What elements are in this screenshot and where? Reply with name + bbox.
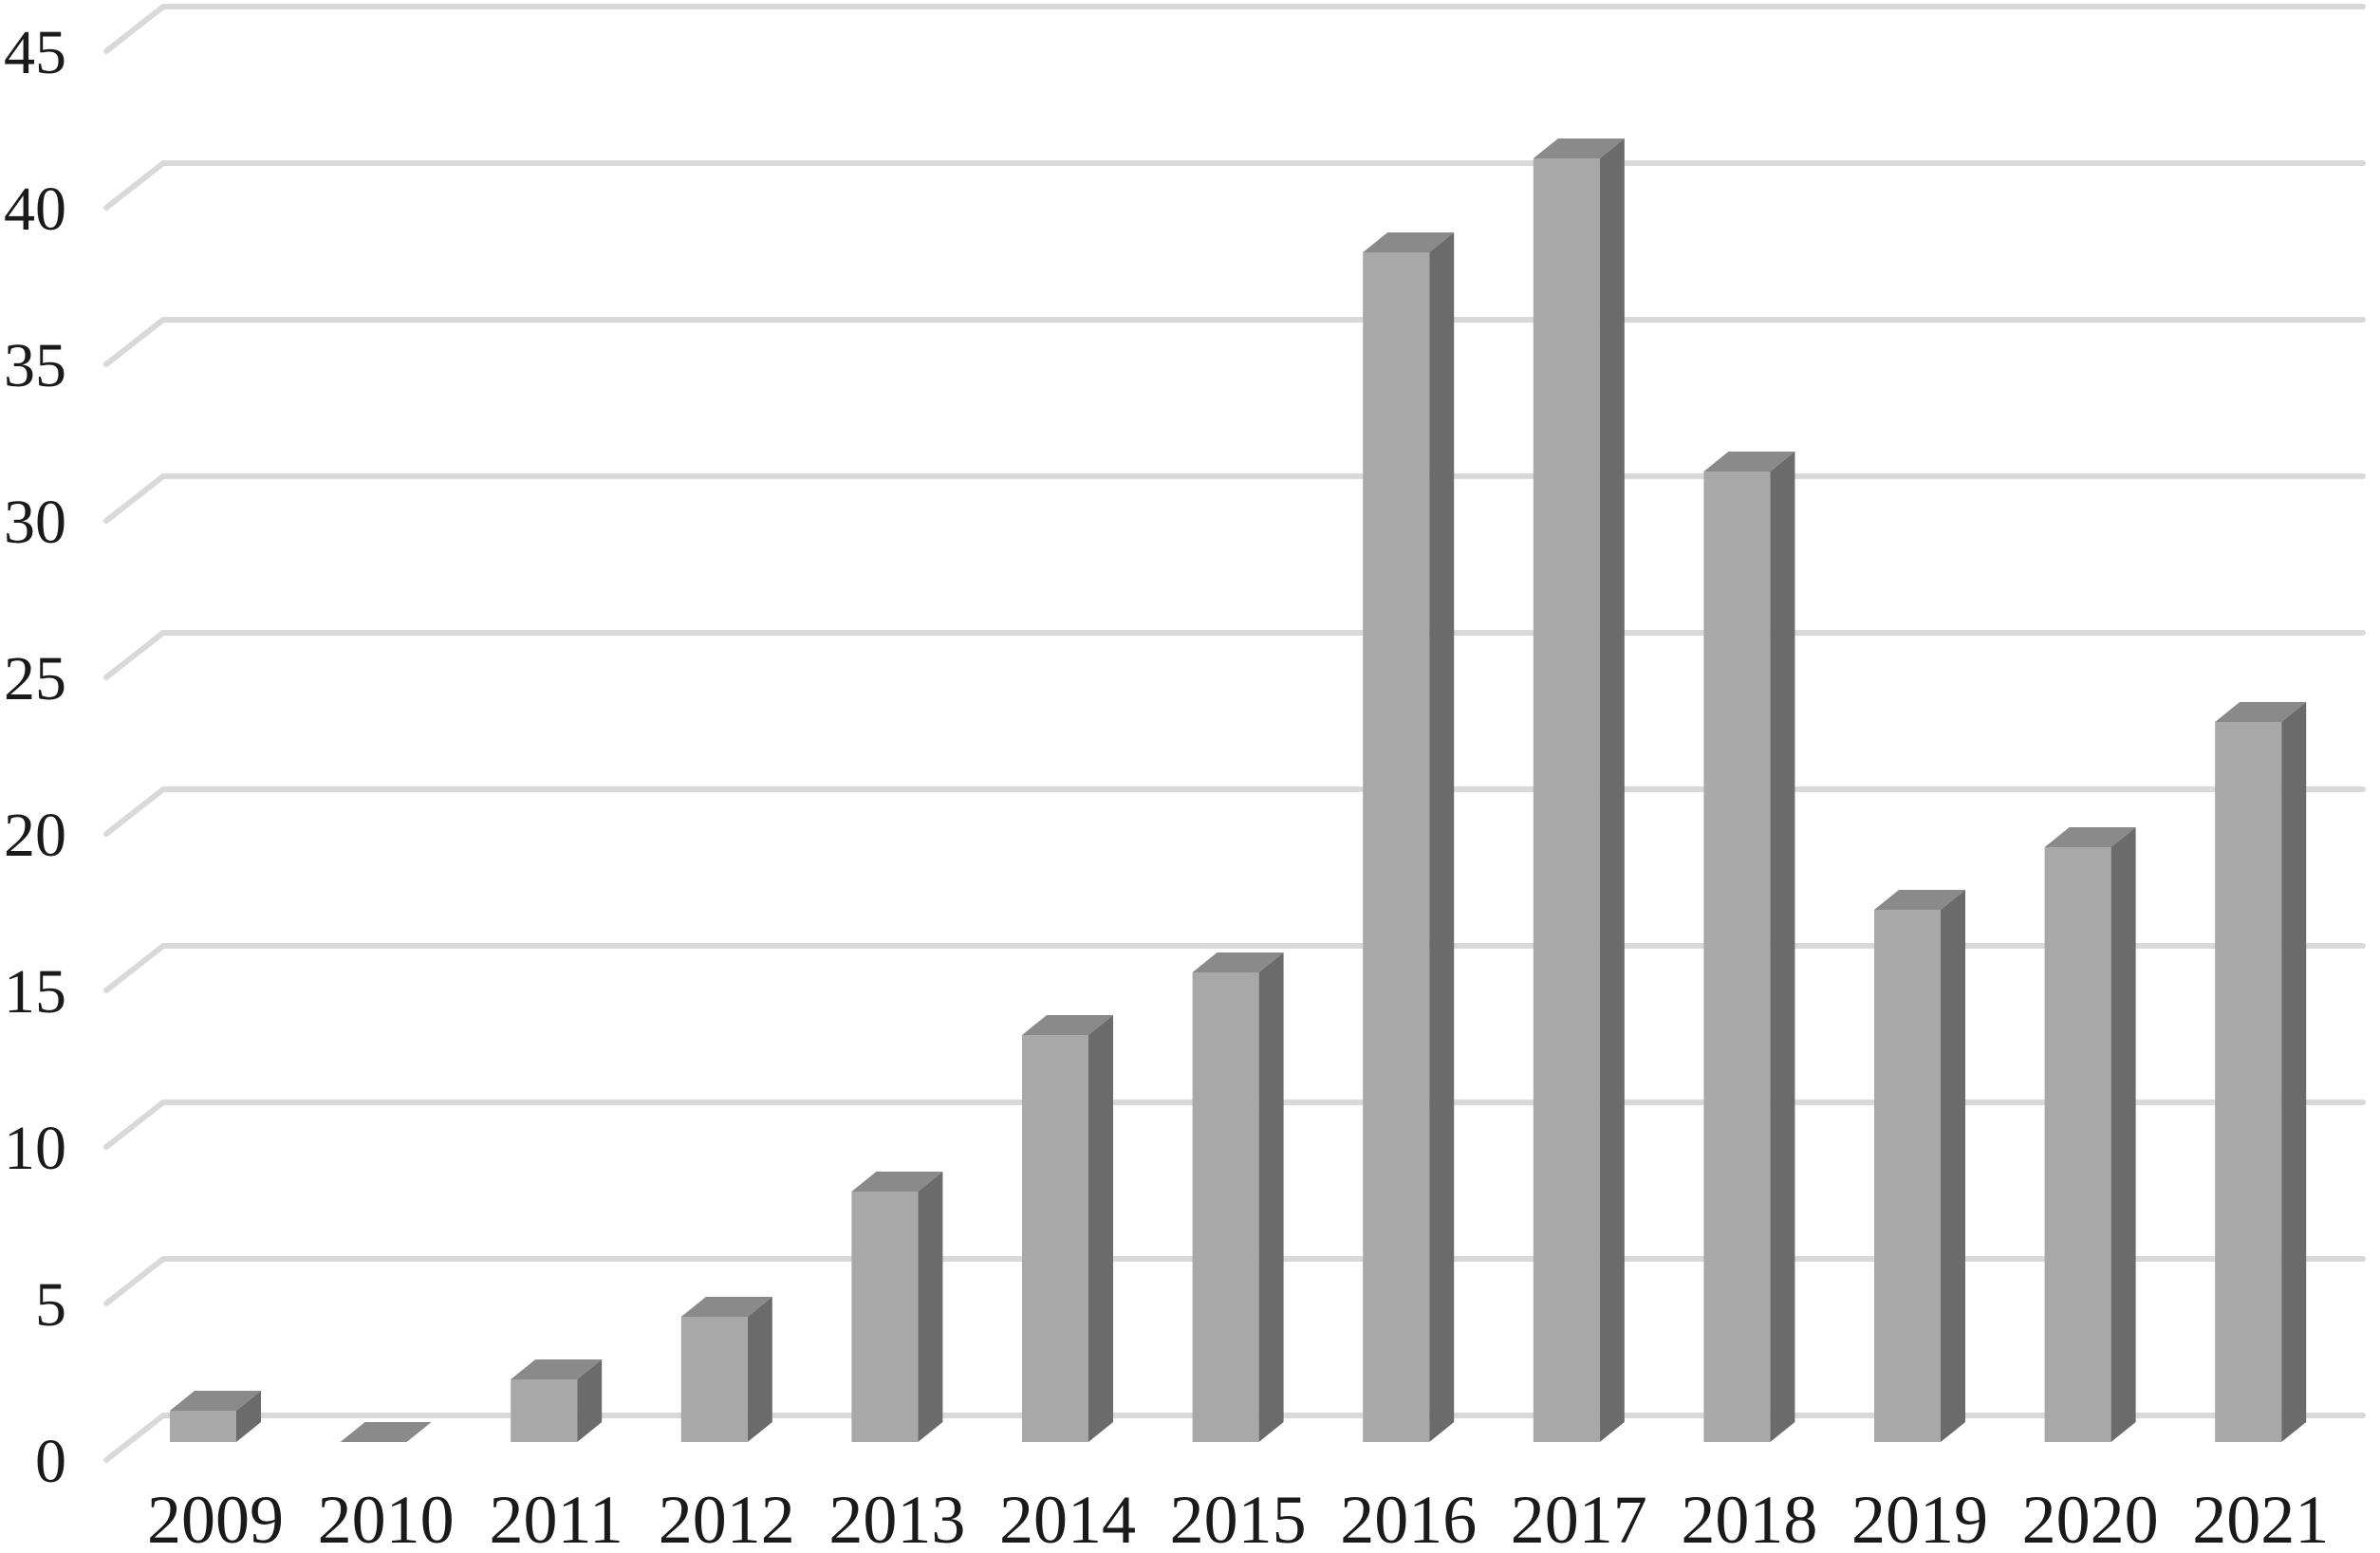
grid-line-30 — [103, 473, 2366, 524]
grid-line-35 — [103, 317, 2366, 367]
x-tick-label-2011: 2011 — [490, 1482, 623, 1553]
grid-line-45 — [103, 4, 2366, 54]
bar-2016 — [1363, 232, 1455, 1442]
x-tick-label-2012: 2012 — [659, 1482, 795, 1553]
bar-side-face — [747, 1297, 772, 1442]
x-tick-label-2016: 2016 — [1340, 1482, 1477, 1553]
bar-2020 — [2044, 827, 2136, 1442]
bar-2010 — [340, 1422, 432, 1442]
bar-top-face — [1022, 1015, 1113, 1035]
y-tick-label-30: 30 — [4, 488, 66, 557]
y-tick-label-45: 45 — [4, 18, 66, 87]
x-tick-label-2015: 2015 — [1170, 1482, 1307, 1553]
bar-top-face — [680, 1297, 772, 1317]
y-tick-label-40: 40 — [4, 175, 66, 244]
bar-top-face — [1703, 452, 1795, 471]
bar-side-face — [2110, 827, 2136, 1442]
bar-2018 — [1703, 452, 1795, 1442]
bar-front-face — [680, 1317, 748, 1442]
bar-top-face — [170, 1391, 261, 1411]
bar-side-face — [577, 1359, 603, 1442]
bar-top-face — [2044, 827, 2136, 847]
bar-side-face — [918, 1172, 943, 1442]
bar-side-face — [236, 1391, 261, 1442]
grid-line-0 — [103, 1413, 2366, 1463]
bar-front-face — [170, 1411, 236, 1442]
y-tick-label-5: 5 — [35, 1270, 66, 1340]
bar-front-face — [851, 1192, 919, 1442]
bar-2011 — [511, 1359, 603, 1442]
y-tick-label-20: 20 — [4, 801, 66, 870]
x-tick-label-2019: 2019 — [1851, 1482, 1988, 1553]
bar-top-face — [1363, 232, 1455, 252]
bar-front-face — [1874, 910, 1941, 1442]
bar-2015 — [1192, 952, 1284, 1442]
bar-front-face — [1192, 972, 1259, 1442]
bar-2009 — [170, 1391, 261, 1442]
y-axis-labels: 45 40 35 30 25 20 15 10 5 0 — [4, 18, 66, 1496]
x-tick-label-2013: 2013 — [828, 1482, 965, 1553]
y-tick-label-0: 0 — [35, 1427, 66, 1496]
y-tick-label-15: 15 — [4, 957, 66, 1026]
bar-side-face — [1088, 1015, 1113, 1442]
grid-line-5 — [103, 1256, 2366, 1306]
x-axis-labels: 2009 2010 2011 2012 2013 2014 2015 2016 2017 2018… — [147, 1482, 2329, 1553]
bar-front-face — [1022, 1035, 1088, 1442]
grid-line-40 — [103, 160, 2366, 211]
x-tick-label-2021: 2021 — [2192, 1482, 2329, 1553]
x-tick-label-2010: 2010 — [318, 1482, 455, 1553]
bar-front-face — [2215, 722, 2282, 1442]
bar-2019 — [1874, 890, 1965, 1442]
gridlines — [103, 4, 2366, 1463]
bar-side-face — [1941, 890, 1965, 1442]
grid-line-20 — [103, 786, 2366, 837]
x-tick-label-2014: 2014 — [999, 1482, 1136, 1553]
bar-top-face — [340, 1422, 432, 1442]
bar-side-face — [1429, 232, 1455, 1442]
bar-front-face — [1363, 252, 1430, 1442]
y-tick-label-10: 10 — [4, 1114, 66, 1183]
bar-top-face — [1192, 952, 1284, 972]
x-tick-label-2020: 2020 — [2022, 1482, 2159, 1553]
x-tick-label-2017: 2017 — [1511, 1482, 1647, 1553]
grid-line-10 — [103, 1100, 2366, 1150]
bar-side-face — [2281, 702, 2307, 1442]
grid-line-25 — [103, 630, 2366, 680]
bar-front-face — [1703, 471, 1771, 1442]
bar-side-face — [1599, 139, 1625, 1442]
bar-top-face — [1533, 139, 1625, 158]
bar-side-face — [1258, 952, 1284, 1442]
bar-2021 — [2215, 702, 2307, 1442]
bar-2013 — [851, 1172, 943, 1442]
grid-line-15 — [103, 943, 2366, 993]
bar-top-face — [851, 1172, 943, 1192]
bar-side-face — [1770, 452, 1795, 1442]
bar-top-face — [1874, 890, 1965, 910]
bar-top-face — [511, 1359, 603, 1379]
bars — [170, 139, 2307, 1442]
bar-2014 — [1022, 1015, 1113, 1442]
bar-front-face — [2044, 847, 2111, 1442]
bar-2017 — [1533, 139, 1625, 1442]
x-tick-label-2018: 2018 — [1681, 1482, 1817, 1553]
bar-front-face — [511, 1379, 578, 1442]
y-tick-label-25: 25 — [4, 644, 66, 713]
bar-front-face — [1533, 158, 1600, 1442]
bar-2012 — [680, 1297, 772, 1442]
bar-top-face — [2215, 702, 2307, 722]
x-tick-label-2009: 2009 — [147, 1482, 284, 1553]
y-tick-label-35: 35 — [4, 331, 66, 400]
